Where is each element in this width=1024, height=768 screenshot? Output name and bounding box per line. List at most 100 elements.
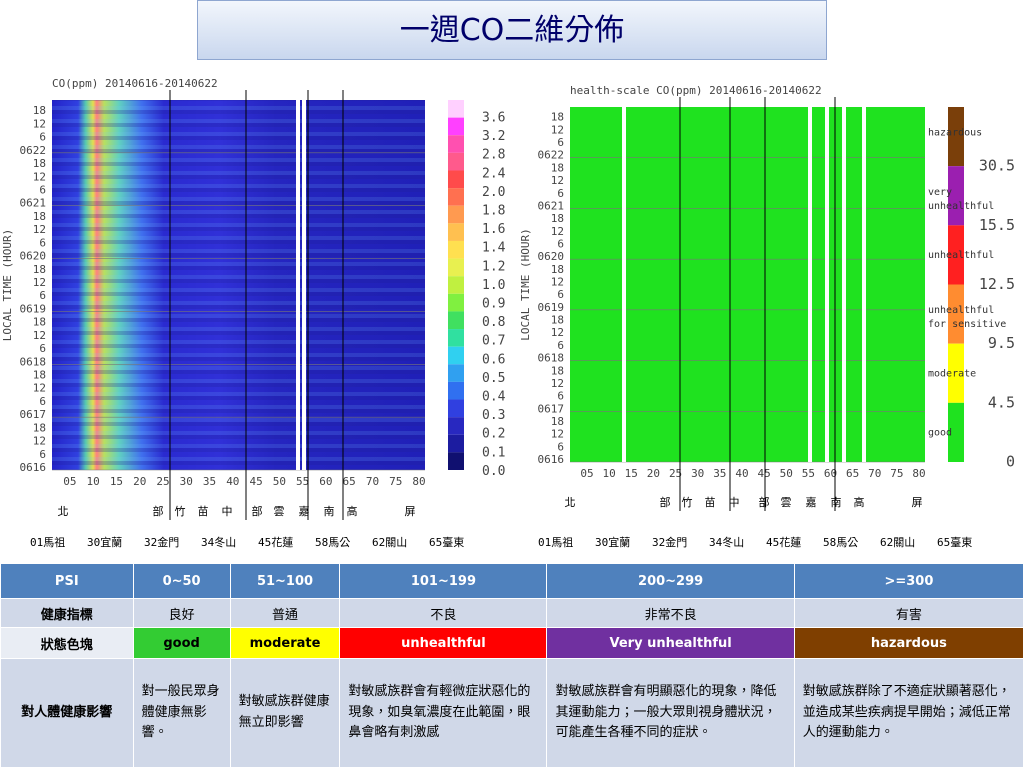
table-cell: good — [132, 627, 231, 659]
table-row: 對人體健康影響 對一般民眾身體健康無影響。 對敏感族群健康無立即影響 對敏感族群會有輕… — [0, 658, 1024, 768]
category-label: very — [928, 187, 952, 198]
colorbar-cell — [948, 225, 964, 285]
y-tick-label: 12 — [33, 117, 46, 130]
colorbar-cell — [948, 402, 964, 462]
colorbar-cell — [448, 417, 464, 435]
region-label: 嘉 — [299, 504, 310, 518]
x-tick-label: 30 — [691, 467, 704, 480]
region-label: 高 — [854, 495, 865, 509]
table-cell: 狀態色塊 — [0, 627, 134, 659]
x-tick-label: 65 — [846, 467, 859, 480]
region-label: 南 — [324, 505, 335, 518]
psi-table: PSI 0~50 51~100 101~199 200~299 >=300 健康指標 良好 普通… — [0, 563, 1024, 768]
stripe — [622, 107, 626, 462]
y-tick-label: 0616 — [538, 453, 565, 466]
y-tick-label: 6 — [39, 395, 46, 408]
y-tick-label: 18 — [551, 314, 564, 327]
colorbar-label: 0.7 — [482, 334, 505, 349]
x-tick-label: 05 — [63, 475, 76, 488]
region-label: 竹 — [682, 495, 693, 509]
table-cell: 對敏感族群會有明顯惡化的現象，降低其運動能力；一般大眾則視身體狀況，可能產生各種… — [546, 658, 795, 768]
colorbar-label: 0.0 — [482, 464, 505, 479]
y-tick-label: 6 — [557, 390, 564, 403]
stripe — [862, 107, 866, 462]
colorbar-cell — [448, 223, 464, 241]
stripe — [296, 100, 300, 470]
x-tick-label: 10 — [87, 475, 100, 488]
x-tick-label: 75 — [389, 475, 402, 488]
x-tick-label: 65 — [343, 475, 356, 488]
table-row: 狀態色塊 good moderate unhealthful Very unhealth… — [0, 627, 1024, 659]
table-cell: 有害 — [793, 598, 1024, 628]
y-tick-label: 6 — [39, 236, 46, 249]
x-tick-label: 40 — [735, 467, 748, 480]
x-tick-label: 80 — [912, 467, 925, 480]
y-tick-label: 6 — [39, 131, 46, 144]
category-label: moderate — [928, 368, 976, 379]
table-cell: 對人體健康影響 — [0, 658, 134, 768]
x-tick-label: 10 — [603, 467, 616, 480]
region-label: 中 — [222, 505, 233, 518]
table-cell: 0~50 — [132, 563, 231, 599]
y-tick-label: 12 — [33, 276, 46, 289]
x-tick-label: 30 — [180, 475, 193, 488]
colorbar-cell — [448, 381, 464, 400]
colorbar-label: 0.9 — [482, 297, 505, 312]
station-label: 32金門 — [144, 535, 179, 549]
y-tick-label: 0617 — [538, 402, 565, 415]
region-label: 北 — [565, 496, 576, 509]
y-tick-label: 6 — [557, 187, 564, 200]
region-label: 高 — [347, 504, 358, 518]
y-tick-label: 0621 — [20, 197, 47, 210]
colorbar-label: 3.6 — [482, 111, 505, 126]
colorbar-cell — [448, 452, 464, 470]
x-tick-label: 60 — [319, 475, 332, 488]
y-tick-label: 6 — [557, 339, 564, 352]
y-tick-label: 18 — [33, 104, 46, 117]
heatmap-image — [52, 100, 425, 470]
stripe — [842, 107, 846, 462]
region-label: 雲 — [274, 505, 285, 518]
colorbar-cell — [448, 205, 464, 224]
colorbar-label: 1.2 — [482, 259, 505, 274]
colorbar-cell — [448, 434, 464, 453]
x-tick-label: 80 — [412, 475, 425, 488]
table-cell: 101~199 — [339, 563, 548, 599]
y-tick-label: 18 — [551, 263, 564, 276]
station-label: 45花蓮 — [258, 536, 293, 549]
x-tick-label: 20 — [647, 467, 660, 480]
table-cell: Very unhealthful — [546, 627, 795, 659]
y-tick-label: 0618 — [538, 352, 565, 365]
table-cell: >=300 — [793, 563, 1024, 599]
y-tick-label: 12 — [551, 123, 564, 136]
x-tick-label: 40 — [226, 475, 239, 488]
y-tick-label: 6 — [557, 440, 564, 453]
x-tick-label: 55 — [802, 467, 815, 480]
y-tick-label: 6 — [39, 448, 46, 461]
y-tick-label: 0622 — [20, 144, 47, 157]
x-tick-label: 25 — [156, 475, 169, 488]
region-label: 嘉 — [806, 495, 817, 509]
x-tick-label: 05 — [580, 467, 593, 480]
y-tick-label: 18 — [33, 369, 46, 382]
y-tick-label: 18 — [551, 111, 564, 124]
colorbar-cell — [448, 346, 464, 365]
region-label: 北 — [58, 505, 69, 518]
y-tick-label: 18 — [33, 210, 46, 223]
x-tick-label: 45 — [249, 475, 262, 488]
y-tick-label: 12 — [551, 174, 564, 187]
colorbar-label: 0.8 — [482, 315, 505, 330]
colorbar-cell — [948, 166, 964, 226]
x-tick-label: 35 — [713, 467, 726, 480]
plots: CO(ppm) 20140616-20140622 LOCAL TIME (HOU… — [1, 77, 1015, 549]
stripe — [302, 100, 306, 470]
y-tick-label: 0616 — [20, 461, 47, 474]
station-label: 01馬祖 — [538, 535, 573, 549]
colorbar-cell — [448, 329, 464, 347]
y-tick-label: 0619 — [538, 301, 565, 314]
y-tick-label: 18 — [551, 415, 564, 428]
y-axis-label: LOCAL TIME (HOUR) — [1, 229, 14, 342]
colorbar-label: 0 — [1006, 453, 1015, 471]
